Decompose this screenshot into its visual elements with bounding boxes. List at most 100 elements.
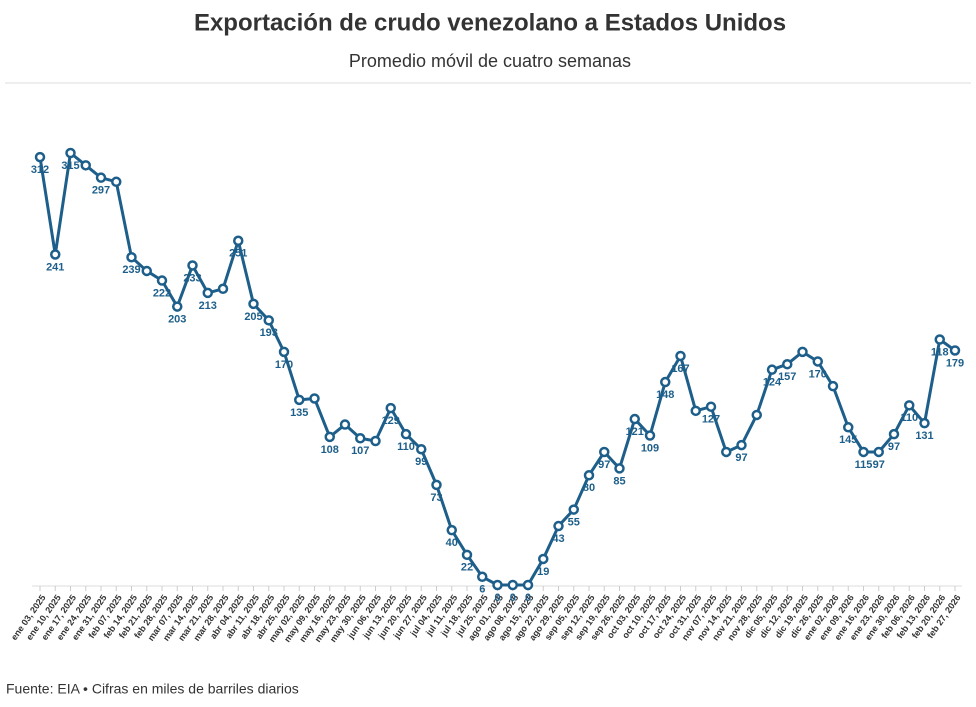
- point: [934, 334, 945, 345]
- point: [797, 346, 808, 358]
- point: [339, 419, 351, 430]
- value-label: 109: [641, 442, 659, 454]
- value-label: 170: [275, 359, 293, 371]
- point: [690, 405, 701, 417]
- value-label: 97: [598, 459, 610, 471]
- value-label: 110: [900, 412, 918, 424]
- value-label: 167: [671, 363, 689, 375]
- point: [431, 479, 442, 491]
- point: [111, 176, 122, 188]
- point: [50, 249, 61, 260]
- point: [217, 283, 229, 295]
- point: [568, 504, 579, 515]
- value-label: 241: [46, 261, 64, 273]
- point: [721, 446, 732, 458]
- point: [80, 160, 91, 171]
- value-label: 203: [168, 314, 186, 326]
- point: [705, 401, 717, 412]
- point: [248, 298, 259, 310]
- point: [888, 428, 900, 440]
- point: [461, 549, 473, 561]
- value-label: 213: [199, 300, 217, 312]
- value-label: 19: [537, 566, 549, 578]
- point: [949, 345, 961, 356]
- point: [812, 356, 823, 367]
- point: [782, 358, 793, 370]
- point: [522, 579, 534, 591]
- value-label: 110: [397, 441, 415, 453]
- value-label: 129: [382, 415, 400, 427]
- value-label: 205: [244, 311, 262, 323]
- value-label: 145: [839, 434, 857, 446]
- point: [324, 431, 335, 443]
- value-label: 179: [946, 357, 964, 369]
- point: [599, 446, 610, 458]
- point: [629, 413, 640, 425]
- point: [172, 301, 183, 312]
- point: [34, 151, 46, 163]
- point: [416, 443, 427, 455]
- value-label: 124: [763, 377, 782, 389]
- value-label: 99: [415, 456, 427, 468]
- point: [644, 430, 656, 441]
- point: [766, 364, 778, 375]
- value-label: 148: [656, 389, 674, 401]
- point: [400, 428, 412, 440]
- value-label: 115: [855, 459, 873, 471]
- value-label: 6: [479, 584, 485, 596]
- value-label: 251: [229, 248, 247, 260]
- value-label: 135: [290, 407, 308, 419]
- point: [553, 520, 564, 532]
- value-label: 239: [122, 264, 140, 276]
- value-label: 170: [809, 368, 827, 380]
- point: [141, 265, 152, 277]
- point: [385, 402, 396, 414]
- value-label: 108: [321, 444, 339, 456]
- point: [370, 435, 381, 447]
- chart-subtitle: Promedio móvil de cuatro semanas: [349, 51, 631, 71]
- point: [446, 524, 457, 536]
- value-label: 97: [735, 452, 747, 464]
- point: [660, 376, 671, 388]
- point: [492, 579, 503, 591]
- point: [858, 446, 869, 458]
- value-label: 0: [494, 592, 500, 604]
- point: [263, 315, 274, 326]
- point: [187, 260, 198, 271]
- value-label: 118: [931, 346, 949, 358]
- point: [355, 433, 366, 444]
- point: [65, 147, 76, 159]
- point: [843, 422, 854, 433]
- point: [614, 463, 625, 474]
- value-label: 0: [510, 592, 516, 604]
- value-label: 55: [568, 516, 580, 528]
- point: [873, 446, 884, 458]
- point: [751, 409, 762, 421]
- point: [736, 439, 747, 451]
- point: [202, 287, 213, 299]
- value-label: 80: [583, 482, 595, 494]
- point: [538, 553, 549, 565]
- value-label: 40: [446, 537, 458, 549]
- value-label: 315: [61, 160, 79, 172]
- value-label: 43: [552, 533, 564, 545]
- point: [278, 346, 290, 358]
- point: [309, 393, 320, 404]
- value-label: 157: [778, 371, 796, 383]
- point: [156, 275, 168, 286]
- value-label: 127: [702, 414, 720, 426]
- value-label: 97: [888, 441, 900, 453]
- value-label: 73: [430, 492, 442, 504]
- value-label: 107: [351, 445, 369, 457]
- point: [294, 394, 305, 406]
- point: [583, 470, 595, 481]
- value-label: 85: [613, 475, 625, 487]
- value-label: 131: [915, 430, 933, 442]
- point: [827, 380, 839, 392]
- point: [126, 251, 137, 263]
- value-label: 193: [260, 327, 278, 339]
- value-label: 222: [153, 287, 171, 299]
- value-label: 233: [183, 272, 201, 284]
- point: [95, 172, 107, 183]
